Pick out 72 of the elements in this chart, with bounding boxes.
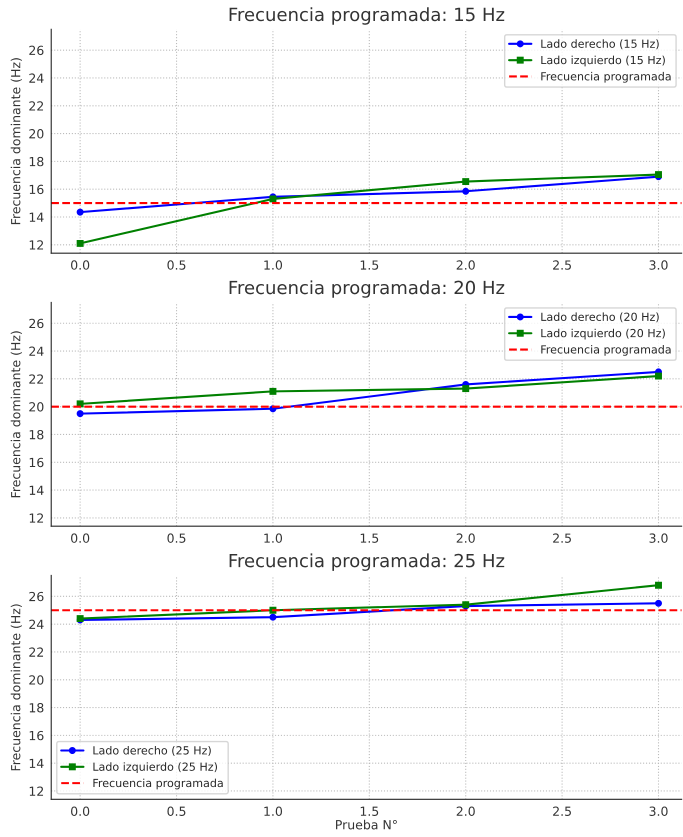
y-tick-label: 24 [29,346,44,356]
x-tick-label: 0.0 [71,533,90,543]
y-tick-label: 26 [29,318,44,328]
x-tick-label: 1.5 [360,260,378,270]
x-tick-label: 1.0 [264,806,282,816]
y-tick-label: 14 [30,758,44,768]
point [269,614,276,621]
legend-label: Lado izquierdo (25 Hz) [93,762,217,774]
y-axis-title: Frecuencia dominante (Hz) [10,58,22,224]
y-tick-label: 26 [29,46,44,56]
x-tick-label: 2.0 [456,806,475,816]
point [462,188,470,195]
point [76,208,84,216]
legend-label: Lado derecho (15 Hz) [541,39,659,50]
y-tick-label: 16 [30,184,44,194]
point [76,240,84,247]
y-axis-title: Frecuencia dominante (Hz) [10,604,22,770]
chart-title: Frecuencia programada: 15 Hz [230,7,504,25]
x-tick-label: 3.0 [650,260,668,270]
chart-title: Frecuencia programada: 25 Hz [230,553,504,571]
x-tick-label: 3.0 [650,806,668,816]
point [655,372,662,380]
y-tick-label: 14 [30,212,44,222]
point [655,600,662,607]
point [655,582,662,589]
y-tick-label: 22 [29,374,44,384]
x-tick-label: 2.5 [553,806,571,816]
legend-label: Frecuencia programada [541,72,671,83]
legend-label: Frecuencia programada [93,778,223,790]
legend-label: Lado derecho (25 Hz) [93,746,211,756]
legend-label: Lado izquierdo (15 Hz) [541,56,665,66]
x-axis-title: Prueba N° [336,820,397,830]
x-tick-label: 2.0 [456,533,475,543]
x-tick-label: 0.0 [71,260,90,270]
chart-title: Frecuencia programada: 20 Hz [230,280,504,298]
x-tick-label: 0.5 [167,533,186,543]
y-tick-label: 22 [29,101,44,111]
y-tick-label: 18 [30,156,44,166]
y-tick-label: 20 [29,402,44,412]
point [76,410,84,418]
x-tick-label: 1.5 [360,534,378,543]
x-tick-label: 0.0 [71,806,90,816]
legend-label: Frecuencia programada [541,345,671,356]
y-tick-label: 16 [30,458,44,468]
x-tick-label: 1.0 [264,260,282,270]
y-tick-label: 26 [29,592,44,602]
y-tick-label: 20 [29,675,44,685]
y-tick-label: 24 [29,620,44,629]
legend-label: Lado izquierdo (20 Hz) [541,328,665,340]
y-axis-title: Frecuencia dominante (Hz) [10,331,22,498]
y-tick-label: 12 [30,513,44,523]
y-tick-label: 24 [29,73,44,83]
x-tick-label: 2.5 [553,260,571,270]
y-tick-label: 18 [30,703,44,712]
x-tick-label: 0.5 [167,260,186,270]
point [462,178,470,186]
y-tick-label: 12 [30,786,44,796]
y-tick-label: 20 [29,129,44,138]
y-tick-label: 14 [30,486,44,495]
point [269,388,276,395]
x-tick-label: 1.5 [360,806,378,816]
x-tick-label: 2.5 [553,533,571,543]
legend-label: Lado derecho (20 Hz) [541,312,659,322]
x-tick-label: 2.0 [456,260,475,270]
y-tick-label: 22 [29,647,44,657]
y-tick-label: 18 [30,430,44,440]
x-tick-label: 1.0 [264,533,282,543]
x-tick-label: 3.0 [650,533,668,543]
y-tick-label: 12 [30,240,44,250]
x-tick-label: 0.5 [167,806,186,816]
point [462,385,470,392]
y-tick-label: 16 [30,730,44,740]
